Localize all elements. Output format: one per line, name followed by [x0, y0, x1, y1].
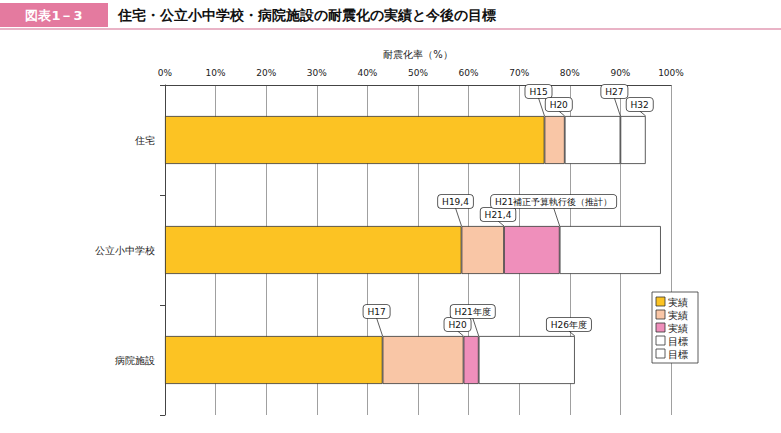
svg-text:H20: H20	[448, 320, 466, 330]
svg-text:目標: 目標	[668, 336, 688, 347]
svg-text:H27: H27	[605, 87, 623, 97]
svg-text:90%: 90%	[610, 68, 630, 78]
svg-text:H20: H20	[550, 100, 568, 110]
svg-text:H15: H15	[529, 87, 547, 97]
svg-text:図表1－3: 図表1－3	[25, 8, 82, 23]
svg-text:80%: 80%	[560, 68, 580, 78]
svg-text:実績: 実績	[668, 310, 688, 321]
svg-text:H19,4: H19,4	[442, 197, 469, 207]
svg-text:住宅: 住宅	[135, 135, 155, 146]
svg-text:目標: 目標	[668, 349, 688, 360]
svg-text:50%: 50%	[408, 68, 428, 78]
svg-text:H21補正予算執行後（推計）: H21補正予算執行後（推計）	[495, 197, 612, 207]
svg-text:60%: 60%	[459, 68, 479, 78]
svg-text:70%: 70%	[509, 68, 529, 78]
svg-text:30%: 30%	[307, 68, 327, 78]
svg-text:住宅・公立小中学校・病院施設の耐震化の実績と今後の目標: 住宅・公立小中学校・病院施設の耐震化の実績と今後の目標	[117, 7, 496, 23]
svg-text:H17: H17	[367, 307, 385, 317]
svg-text:耐震化率（%）: 耐震化率（%）	[383, 49, 453, 60]
svg-text:H32: H32	[631, 100, 649, 110]
svg-text:H21年度: H21年度	[455, 307, 491, 317]
svg-text:0%: 0%	[158, 68, 173, 78]
svg-text:40%: 40%	[357, 68, 377, 78]
svg-text:病院施設: 病院施設	[115, 355, 155, 366]
svg-text:H21,4: H21,4	[485, 210, 512, 220]
svg-text:10%: 10%	[206, 68, 226, 78]
svg-text:20%: 20%	[256, 68, 276, 78]
svg-text:実績: 実績	[668, 323, 688, 334]
svg-text:公立小中学校: 公立小中学校	[95, 245, 155, 256]
svg-text:100%: 100%	[658, 68, 684, 78]
svg-text:実績: 実績	[668, 297, 688, 308]
svg-text:H26年度: H26年度	[551, 320, 587, 330]
